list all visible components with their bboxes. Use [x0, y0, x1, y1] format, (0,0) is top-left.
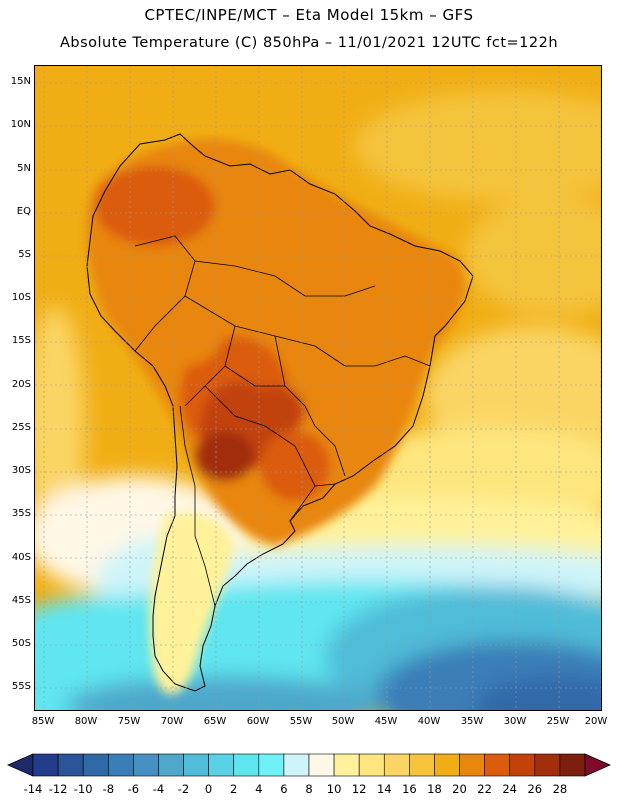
colorbar-tick-label: 0	[204, 782, 213, 796]
colorbar-tick-label: 26	[527, 782, 543, 796]
colorbar-swatch	[107, 753, 134, 777]
map-title-line-1: CPTEC/INPE/MCT – Eta Model 15km – GFS	[144, 6, 474, 24]
map-title-line-2: Absolute Temperature (C) 850hPa – 11/01/…	[59, 35, 559, 51]
lat-label-30s: 30S	[11, 465, 31, 476]
colorbar-tick-label: 24	[502, 782, 517, 796]
colorbar-tick-label: 16	[402, 782, 417, 796]
colorbar-swatch	[333, 753, 360, 777]
temperature-map[interactable]	[34, 65, 602, 711]
lat-label-50s: 50S	[11, 638, 31, 649]
lat-label-10n: 10N	[10, 119, 31, 130]
colorbar-under-arrow	[7, 753, 34, 777]
lat-label-15s: 15S	[11, 335, 31, 346]
lon-label-25w: 25W	[546, 716, 570, 727]
colorbar-tick-label: 14	[376, 782, 392, 796]
colorbar-swatch	[358, 753, 385, 777]
lon-label-30w: 30W	[503, 716, 527, 727]
colorbar-tick-label: -2	[177, 782, 190, 796]
colorbar-swatch	[233, 753, 260, 777]
colorbar-swatch	[383, 753, 410, 777]
colorbar-swatch	[534, 753, 561, 777]
lat-label-20s: 20S	[11, 379, 31, 390]
lat-label-40s: 40S	[11, 552, 31, 563]
colorbar-tick-label: 28	[552, 782, 568, 796]
colorbar-over-arrow	[584, 753, 611, 777]
colorbar-tick-label: 4	[255, 782, 263, 796]
lon-label-75w: 75W	[117, 716, 141, 727]
coastline-south-america	[86, 133, 474, 692]
temperature-colorbar	[7, 753, 611, 777]
lon-label-20w: 20W	[584, 716, 608, 727]
lon-label-50w: 50W	[331, 716, 355, 727]
colorbar-tick-label: 18	[427, 782, 442, 796]
colorbar-tick-label: -6	[127, 782, 140, 796]
lon-label-65w: 65W	[203, 716, 227, 727]
colorbar-tick-label: -12	[48, 782, 68, 796]
lon-label-85w: 85W	[31, 716, 55, 727]
colorbar-swatch	[283, 753, 310, 777]
colorbar-swatch	[459, 753, 485, 777]
lon-label-55w: 55W	[289, 716, 313, 727]
colorbar-swatch	[434, 753, 460, 777]
colorbar-swatch	[133, 753, 159, 777]
lon-label-40w: 40W	[417, 716, 441, 727]
lon-label-45w: 45W	[374, 716, 398, 727]
lon-label-60w: 60W	[246, 716, 270, 727]
colorbar-swatch	[409, 753, 435, 777]
lat-label-45s: 45S	[11, 595, 31, 606]
lon-label-35w: 35W	[460, 716, 484, 727]
colorbar-swatch	[509, 753, 536, 777]
lon-label-80w: 80W	[74, 716, 98, 727]
colorbar-swatch	[484, 753, 511, 777]
colorbar-tick-label: 8	[305, 782, 313, 796]
colorbar-swatch	[258, 753, 285, 777]
lat-label-55s: 55S	[11, 681, 31, 692]
lat-label-35s: 35S	[11, 508, 31, 519]
lat-label-10s: 10S	[11, 292, 31, 303]
colorbar-tick-label: 10	[326, 782, 342, 796]
lat-label-25s: 25S	[11, 422, 31, 433]
map-canvas	[35, 66, 601, 710]
colorbar-swatch	[208, 753, 235, 777]
lat-label-eq: EQ	[16, 206, 31, 217]
colorbar-swatch	[183, 753, 209, 777]
colorbar-tick-label: 20	[452, 782, 467, 796]
lat-label-15n: 15N	[10, 76, 31, 87]
colorbar-tick-label: -4	[152, 782, 165, 796]
colorbar-swatch	[32, 753, 59, 777]
colorbar-tick-label: -8	[102, 782, 115, 796]
colorbar-swatch	[559, 753, 586, 777]
colorbar-tick-label: 6	[280, 782, 288, 796]
colorbar-tick-label: -14	[23, 782, 43, 796]
colorbar-tick-label: -10	[73, 782, 93, 796]
colorbar-swatch	[158, 753, 184, 777]
colorbar-tick-label: 2	[230, 782, 238, 796]
land-temperature-shading	[86, 139, 466, 695]
lon-label-70w: 70W	[160, 716, 184, 727]
colorbar-tick-label: 12	[351, 782, 367, 796]
colorbar-tick-label: 22	[477, 782, 492, 796]
lat-label-5n: 5N	[17, 163, 31, 174]
country-borders	[134, 235, 431, 607]
colorbar-swatch	[57, 753, 84, 777]
lat-label-5s: 5S	[18, 249, 31, 260]
colorbar-swatch	[82, 753, 109, 777]
colorbar-swatch	[308, 753, 335, 777]
